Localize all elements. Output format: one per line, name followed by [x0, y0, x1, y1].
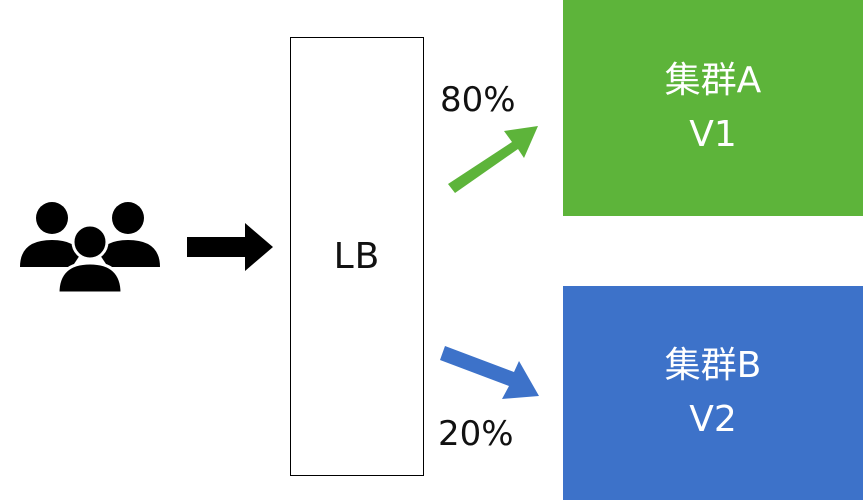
arrow-right-icon — [187, 223, 273, 271]
arrow-down-right-icon — [440, 346, 539, 399]
cluster-b-name: 集群B — [664, 345, 762, 386]
cluster-a-name: 集群A — [664, 60, 762, 101]
route-a-percent: 80% — [440, 80, 516, 120]
route-b-percent: 20% — [438, 414, 514, 454]
cluster-a-box: 集群A V1 — [563, 0, 863, 216]
users-group-icon — [20, 202, 160, 294]
cluster-b-box: 集群B V2 — [563, 286, 863, 500]
cluster-b-version: V2 — [689, 399, 737, 440]
load-balancer-box: LB — [290, 37, 424, 476]
arrow-up-right-icon — [448, 126, 538, 193]
load-balancer-label: LB — [333, 236, 381, 277]
cluster-a-version: V1 — [689, 114, 737, 155]
